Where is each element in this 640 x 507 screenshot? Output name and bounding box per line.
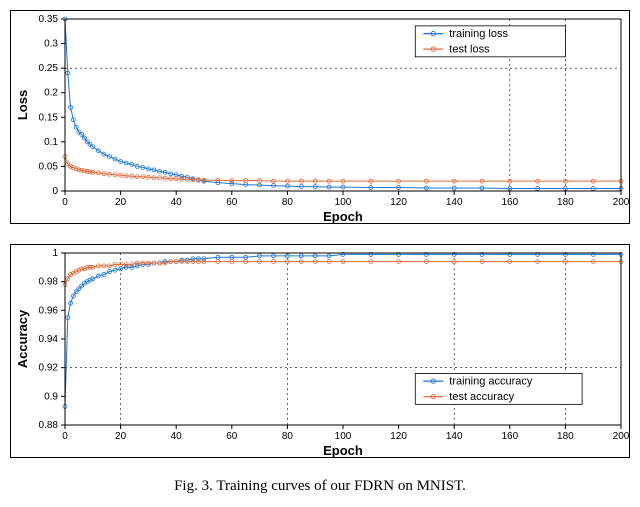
svg-text:0.96: 0.96: [39, 305, 59, 316]
svg-text:0.94: 0.94: [39, 334, 59, 345]
svg-text:80: 80: [282, 197, 294, 208]
svg-text:20: 20: [115, 431, 127, 442]
accuracy-chart: 0 20 40 60 80 100 120 140 160 180 200 0.88 0.9 0.92 0.…: [10, 244, 630, 458]
svg-text:40: 40: [171, 197, 183, 208]
svg-text:0.15: 0.15: [39, 112, 59, 123]
svg-text:120: 120: [390, 431, 407, 442]
svg-text:100: 100: [335, 431, 352, 442]
svg-text:0.98: 0.98: [39, 277, 59, 288]
svg-text:Epoch: Epoch: [323, 209, 363, 224]
svg-text:200: 200: [613, 431, 630, 442]
svg-text:40: 40: [171, 431, 183, 442]
svg-text:100: 100: [335, 197, 352, 208]
svg-text:0.05: 0.05: [39, 161, 59, 172]
svg-text:20: 20: [115, 197, 127, 208]
svg-text:140: 140: [446, 197, 463, 208]
svg-text:training loss: training loss: [449, 28, 508, 40]
svg-text:180: 180: [557, 197, 574, 208]
svg-text:200: 200: [613, 197, 630, 208]
svg-text:0: 0: [62, 431, 68, 442]
svg-text:Accuracy: Accuracy: [15, 309, 30, 368]
svg-text:0.88: 0.88: [39, 420, 59, 431]
svg-text:0.3: 0.3: [44, 39, 58, 50]
svg-text:80: 80: [282, 431, 294, 442]
svg-text:Epoch: Epoch: [323, 443, 363, 458]
svg-text:test loss: test loss: [449, 44, 490, 56]
svg-text:0.2: 0.2: [44, 88, 58, 99]
svg-text:160: 160: [501, 431, 518, 442]
svg-text:180: 180: [557, 431, 574, 442]
svg-text:120: 120: [390, 197, 407, 208]
svg-text:1: 1: [52, 248, 58, 259]
svg-text:0.9: 0.9: [44, 391, 58, 402]
svg-text:0.92: 0.92: [39, 363, 59, 374]
figure: 02040608010012014016018020000.050.10.150…: [10, 10, 630, 495]
svg-text:0.1: 0.1: [44, 137, 58, 148]
svg-text:0.25: 0.25: [39, 63, 59, 74]
figure-caption: Fig. 3. Training curves of our FDRN on M…: [10, 478, 630, 495]
svg-text:60: 60: [226, 431, 238, 442]
svg-text:0: 0: [52, 186, 58, 197]
svg-text:160: 160: [501, 197, 518, 208]
svg-text:Loss: Loss: [15, 90, 30, 120]
svg-text:training accuracy: training accuracy: [449, 376, 533, 388]
svg-text:60: 60: [226, 197, 238, 208]
svg-text:test accuracy: test accuracy: [449, 391, 514, 403]
svg-text:0.35: 0.35: [39, 14, 59, 25]
svg-text:140: 140: [446, 431, 463, 442]
svg-text:0: 0: [62, 197, 68, 208]
loss-chart: 0 20 40 60 80 100 120 140 160 180 200 0 0.05 0.1 0.15 0…: [10, 10, 630, 224]
